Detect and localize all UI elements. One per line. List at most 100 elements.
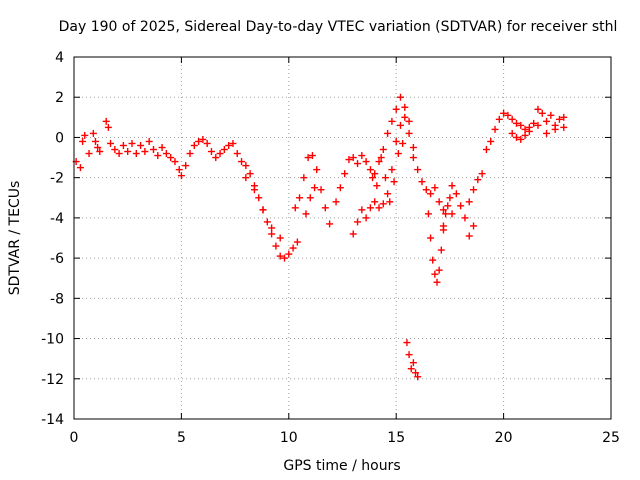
data-point [229,139,237,147]
data-point [512,133,520,141]
data-point [326,220,334,228]
y-tick-label: 0 [55,130,64,146]
data-point [296,194,304,202]
data-point [336,184,344,192]
data-point [418,178,426,186]
data-point [199,135,207,143]
data-point [313,166,321,174]
y-tick-label: 2 [55,90,64,106]
data-point [81,131,89,139]
data-point [268,224,276,232]
data-point [396,121,404,129]
data-point [427,234,435,242]
data-point [403,339,411,347]
data-point [177,172,185,180]
data-point [444,202,452,210]
data-series-sthl [72,93,568,381]
y-tick-label: 4 [55,50,64,66]
data-point [250,186,258,194]
data-point [167,154,175,162]
data-point [369,174,377,182]
data-point [91,137,99,145]
data-point [341,170,349,178]
y-tick-label: -14 [41,412,64,428]
data-point [478,170,486,178]
data-point [543,129,551,137]
data-point [381,174,389,182]
data-point [137,141,145,149]
data-point [431,184,439,192]
data-point [162,150,170,158]
data-point [186,150,194,158]
data-point [405,351,413,359]
data-point [433,278,441,286]
x-tick-label: 10 [280,430,298,446]
data-point [429,256,437,264]
data-point [102,117,110,125]
data-point [302,210,310,218]
data-point [431,270,439,278]
data-point [212,154,220,162]
x-tick-label: 25 [602,430,620,446]
x-tick-label: 20 [495,430,513,446]
data-point [543,117,551,125]
data-point [362,158,370,166]
data-point [304,154,312,162]
data-point [154,152,162,160]
data-point [259,206,267,214]
data-point [386,198,394,206]
data-point [358,152,366,160]
data-point [379,200,387,208]
data-point [115,150,123,158]
data-point [465,232,473,240]
data-point [354,218,362,226]
data-point [124,148,132,156]
data-point [362,214,370,222]
data-point [517,121,525,129]
data-point [263,218,271,226]
x-tick-label: 0 [70,430,79,446]
data-point [452,190,460,198]
x-axis-tick-labels: 0 5 10 15 20 25 [70,430,620,446]
data-point [293,238,301,246]
chart-title: Day 190 of 2025, Sidereal Day-to-day VTE… [59,19,618,35]
data-point [495,115,503,123]
data-point [246,170,254,178]
y-tick-label: -6 [50,251,64,267]
data-point [289,244,297,252]
data-point [551,125,559,133]
data-point [216,150,224,158]
data-point [354,160,362,168]
data-point [321,204,329,212]
data-point [79,137,87,145]
data-point [145,137,153,145]
data-point [405,129,413,137]
data-point [291,204,299,212]
data-point [207,148,215,156]
data-point [317,186,325,194]
data-point [446,194,454,202]
data-point [521,125,529,133]
data-point [414,166,422,174]
y-tick-label: -4 [50,211,64,227]
x-axis-label: GPS time / hours [283,458,400,474]
data-point [534,105,542,113]
data-point [366,166,374,174]
data-point [242,174,250,182]
axis-ticks [73,56,612,420]
data-point [530,119,538,127]
data-point [435,198,443,206]
data-point [158,144,166,151]
data-point [384,129,392,137]
data-point [371,198,379,206]
data-point [300,174,308,182]
data-point [439,206,447,214]
y-axis-label: SDTVAR / TECUs [7,181,23,296]
data-point [276,234,284,242]
data-point [461,214,469,222]
data-point [268,230,276,238]
data-point [487,137,495,145]
data-point [141,148,149,156]
data-point [442,210,450,218]
data-point [104,123,112,131]
